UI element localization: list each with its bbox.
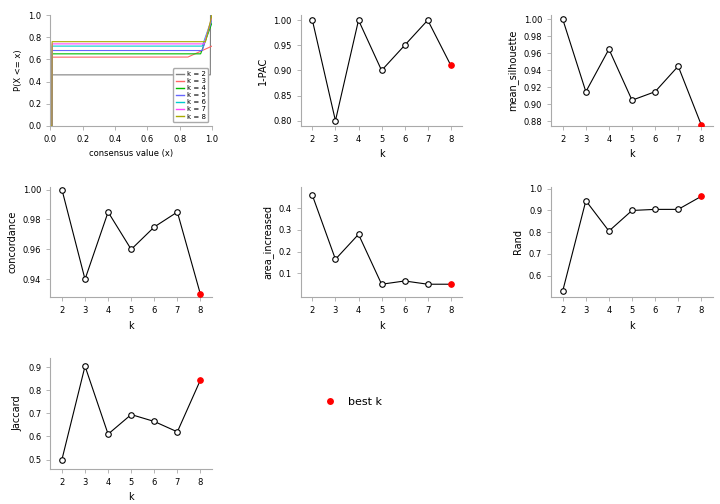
Legend: best k: best k — [315, 393, 386, 412]
Y-axis label: 1-PAC: 1-PAC — [258, 56, 268, 85]
X-axis label: k: k — [629, 149, 635, 159]
Y-axis label: area_increased: area_increased — [262, 205, 273, 279]
Y-axis label: concordance: concordance — [7, 211, 17, 273]
Legend: k = 2, k = 3, k = 4, k = 5, k = 6, k = 7, k = 8: k = 2, k = 3, k = 4, k = 5, k = 6, k = 7… — [173, 69, 209, 122]
X-axis label: k: k — [128, 492, 134, 502]
X-axis label: consensus value (x): consensus value (x) — [89, 149, 174, 158]
X-axis label: k: k — [379, 321, 384, 331]
X-axis label: k: k — [128, 321, 134, 331]
Y-axis label: Rand: Rand — [513, 229, 523, 255]
X-axis label: k: k — [379, 149, 384, 159]
Y-axis label: Jaccard: Jaccard — [12, 396, 22, 431]
X-axis label: k: k — [629, 321, 635, 331]
Y-axis label: mean_silhouette: mean_silhouette — [507, 30, 518, 111]
Y-axis label: P(X <= x): P(X <= x) — [14, 49, 22, 91]
